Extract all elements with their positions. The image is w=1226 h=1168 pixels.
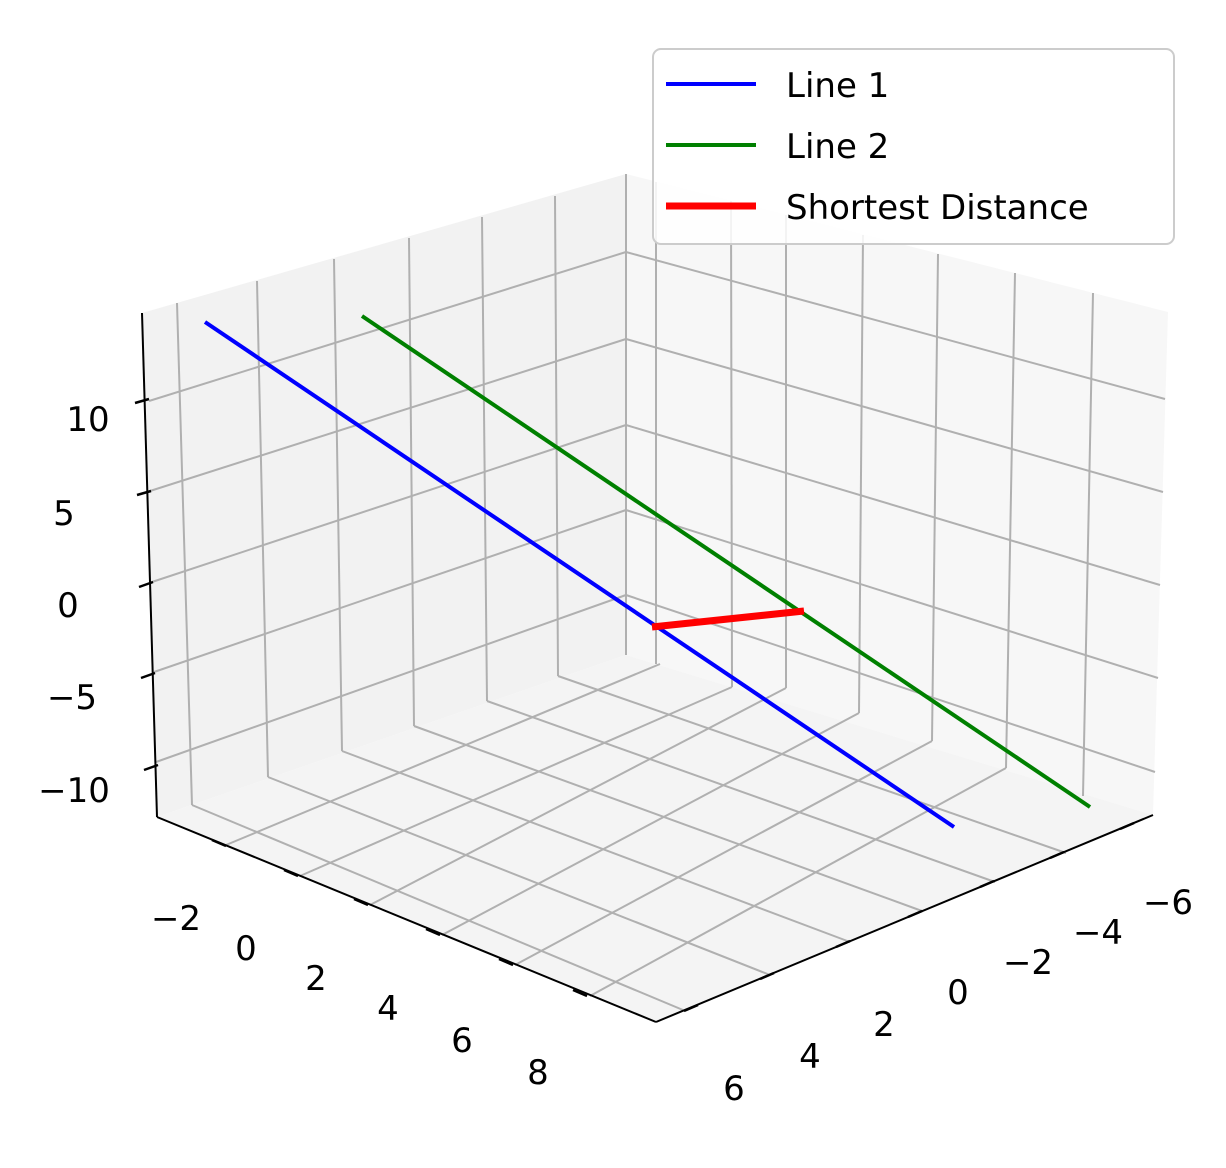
- z-axis-line: [141, 312, 158, 818]
- x-tick-label: 0: [235, 929, 257, 969]
- x-tick-label: 4: [377, 989, 399, 1029]
- x-tick-label: 8: [527, 1053, 549, 1093]
- z-tick-label: −5: [47, 678, 97, 718]
- x-tick-label: −2: [151, 899, 201, 939]
- z-tick-label: 0: [57, 586, 79, 626]
- series-group: [203, 314, 1092, 829]
- z-tick-labels: 10 5 0 −5 −10: [38, 400, 110, 811]
- z-tick-label: 5: [53, 494, 75, 534]
- legend: Line 1 Line 2 Shortest Distance: [652, 48, 1175, 245]
- legend-box: [652, 48, 1175, 245]
- series-line-1: [203, 320, 956, 829]
- y-tick-label: −6: [1143, 883, 1193, 923]
- series-line-2: [360, 314, 1092, 809]
- grid-lines: [148, 174, 1166, 1011]
- floor-pane: [157, 655, 1153, 1022]
- legend-label-line-1: Line 1: [786, 66, 889, 106]
- y-tick-label: −2: [1003, 943, 1053, 983]
- back-pane: [626, 174, 1168, 815]
- y-axis-line: [655, 814, 1154, 1023]
- y-tick-label: 2: [873, 1005, 895, 1045]
- z-tick-label: −10: [38, 771, 110, 811]
- left-pane: [142, 174, 626, 817]
- axis-lines: [141, 312, 1154, 1023]
- y-tick-label: 0: [947, 973, 969, 1013]
- y-tick-label: −4: [1073, 913, 1123, 953]
- x-axis-line: [156, 816, 657, 1023]
- y-tick-labels: −6 −4 −2 0 2 4 6: [723, 883, 1193, 1109]
- legend-label-shortest-distance: Shortest Distance: [786, 188, 1089, 228]
- x-tick-labels: −2 0 2 4 6 8: [151, 899, 549, 1093]
- x-tick-label: 2: [305, 959, 327, 999]
- legend-label-line-2: Line 2: [786, 127, 889, 167]
- z-tick-label: 10: [66, 400, 109, 440]
- series-shortest-distance: [651, 607, 805, 631]
- x-tick-label: 6: [451, 1021, 473, 1061]
- y-tick-label: 6: [723, 1069, 745, 1109]
- y-tick-label: 4: [799, 1037, 821, 1077]
- tick-marks: [134, 397, 1135, 1013]
